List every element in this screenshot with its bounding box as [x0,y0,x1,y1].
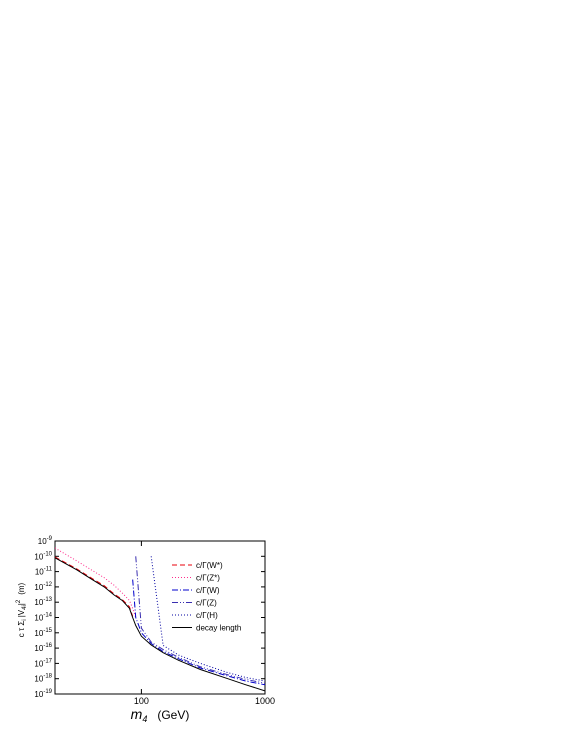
y-axis-label: c τ Σi |V4i|2 (m) [16,582,28,637]
series-line [55,557,265,692]
y-label-part: 2 [16,599,22,603]
legend-label: c/Γ(W*) [196,561,223,570]
y-tick-base: 10 [34,644,43,653]
y-tick-exponent: -15 [43,628,52,634]
legend-label: c/Γ(H) [196,611,218,620]
y-tick-exponent: -14 [43,613,52,619]
y-tick-exponent: -12 [43,582,52,588]
x-tick-label: 100 [134,696,149,706]
y-label-part: c τ Σ [17,621,26,638]
plot-frame [54,540,266,695]
y-tick-label: 10-11 [35,567,53,577]
y-tick-label: 10-12 [34,582,52,592]
y-tick-base: 10 [34,614,43,623]
y-tick-exponent: -13 [43,597,52,603]
y-tick-base: 10 [38,537,47,546]
y-tick-label: 10-16 [34,643,52,653]
y-tick-label: 10-19 [34,689,52,699]
x-tick-label: 1000 [255,696,275,706]
y-tick-label: 10-13 [34,597,52,607]
y-tick-base: 10 [34,598,43,607]
y-tick-label: 10-18 [34,674,52,684]
legend-label: c/Γ(Z) [196,599,217,608]
y-tick-label: 10-10 [34,551,52,561]
y-label-part: 4i [22,605,28,610]
y-label-part: i [22,619,28,620]
y-tick-base: 10 [34,552,43,561]
legend-label: decay length [196,624,241,633]
x-axis-label: m4 (GeV) [131,706,190,724]
y-tick-exponent: -10 [43,551,52,557]
y-label-part: (m) [17,582,26,594]
y-tick-exponent: -18 [43,674,52,680]
y-tick-exponent: -17 [43,658,52,664]
series-line [55,547,137,618]
x-label-symbol: m [131,706,143,722]
y-tick-base: 10 [34,675,43,684]
y-label-part: |V [17,609,26,617]
y-tick-base: 10 [34,659,43,668]
y-tick-label: 10-9 [38,536,53,546]
series-line [132,579,265,686]
legend-label: c/Γ(W) [196,586,220,595]
y-tick-exponent: -11 [44,567,53,573]
series-line [55,556,134,617]
y-tick-label: 10-14 [34,613,52,623]
y-tick-base: 10 [34,583,43,592]
y-tick-base: 10 [35,568,44,577]
y-tick-exponent: -19 [43,689,52,695]
legend-label: c/Γ(Z*) [196,574,220,583]
y-tick-exponent: -9 [47,536,53,542]
y-label-part: | [17,603,26,605]
y-tick-exponent: -16 [43,643,52,649]
y-tick-base: 10 [34,629,43,638]
y-tick-label: 10-17 [34,658,52,668]
series-line [135,556,265,684]
y-tick-label: 10-15 [34,628,52,638]
x-label-unit: (GeV) [157,708,189,722]
plot-area [55,547,265,692]
y-tick-base: 10 [34,690,43,699]
x-label-sub: 4 [142,714,147,724]
